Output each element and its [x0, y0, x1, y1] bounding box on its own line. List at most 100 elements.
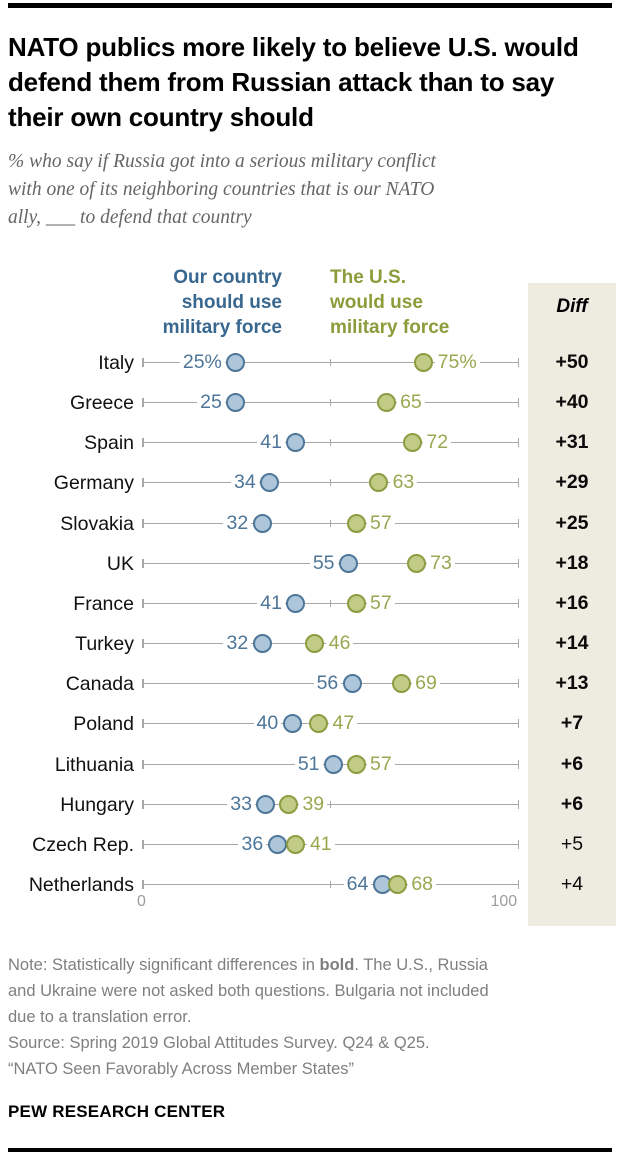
note-text: and Ukraine were not asked both question… — [8, 982, 489, 1000]
us-value-label: 57 — [367, 510, 395, 536]
us-value-label: 57 — [367, 590, 395, 616]
axis-tick-max — [517, 518, 519, 528]
own-country-dot — [342, 674, 362, 694]
country-label: Greece — [70, 392, 134, 415]
us-dot — [369, 473, 389, 493]
own-country-dot — [324, 754, 343, 774]
own-country-value-label: 64 — [343, 871, 372, 897]
country-label: Poland — [73, 713, 134, 736]
own-country-value-label: 25 — [197, 390, 225, 416]
own-country-dot — [260, 473, 280, 493]
us-value-label: 73 — [427, 550, 455, 576]
axis-tick-max — [517, 398, 519, 408]
axis-tick-max — [517, 598, 519, 608]
us-dot — [387, 874, 407, 894]
chart-row: UK 55 73 +18 — [8, 544, 612, 584]
chart-row: Slovakia 32 57 +25 — [8, 504, 612, 544]
page-title: NATO publics more likely to believe U.S.… — [8, 32, 579, 132]
axis-tick-min — [142, 398, 144, 408]
chart-row: Poland 40 47 +7 — [8, 704, 612, 744]
axis-tick-mid — [329, 359, 332, 366]
axis-tick-min — [142, 719, 144, 729]
diff-value: +5 — [560, 832, 584, 855]
note-text: due to a translation error. — [8, 1008, 192, 1026]
diff-value: +7 — [560, 712, 584, 735]
diff-value: +6 — [560, 792, 584, 815]
axis-tick-max — [517, 358, 519, 367]
axis-tick-min — [142, 558, 144, 568]
us-value-label: 47 — [329, 711, 358, 737]
us-dot — [346, 593, 366, 613]
diff-value: +25 — [555, 511, 589, 534]
diff-value: +13 — [555, 672, 589, 695]
own-country-value-label: 34 — [230, 470, 259, 496]
us-dot — [305, 634, 325, 654]
chart-row: Czech Rep. 36 41 +5 — [8, 825, 612, 865]
axis-tick-max — [517, 799, 519, 809]
axis-tick-max — [517, 719, 519, 729]
us-dot — [278, 794, 298, 814]
chart-subtitle: % who say if Russia got into a serious m… — [8, 148, 612, 232]
chart-row: Spain 41 72 +31 — [8, 423, 612, 463]
us-value-label: 41 — [306, 831, 335, 857]
subtitle-line: ally, ___ to defend that country — [8, 207, 252, 228]
us-value-label: 72 — [423, 430, 452, 456]
chart-row: Canada 56 69 +13 — [8, 664, 612, 704]
own-country-value-label: 56 — [313, 671, 342, 697]
axis-tick-mid — [329, 519, 332, 527]
us-value-label: 68 — [408, 871, 437, 897]
axis-tick-mid — [329, 399, 332, 407]
own-country-dot — [226, 353, 246, 372]
us-dot — [346, 754, 366, 774]
axis-tick-min — [142, 438, 144, 448]
own-country-value-label: 33 — [227, 791, 255, 817]
axis-tick-min — [142, 639, 144, 649]
chart-row: France 41 57 +16 — [8, 584, 612, 624]
us-value-label: 57 — [367, 751, 395, 777]
axis-tick-max — [517, 679, 519, 689]
own-country-dot — [267, 834, 287, 854]
us-dot — [406, 553, 426, 573]
country-label: Germany — [53, 472, 134, 495]
own-country-value-label: 25% — [179, 350, 225, 375]
chart-row: Lithuania 51 57 +6 — [8, 745, 612, 785]
axis-tick-mid — [329, 599, 332, 607]
axis-tick-min — [142, 839, 144, 849]
note-bold-word: bold — [319, 956, 355, 974]
axis-tick-max — [517, 438, 519, 448]
report-title-text: “NATO Seen Favorably Across Member State… — [8, 1060, 355, 1078]
axis-label-max: 100 — [490, 892, 518, 910]
axis-tick-max — [517, 839, 519, 849]
us-dot — [376, 393, 396, 413]
us-dot — [391, 674, 411, 694]
country-label: Hungary — [60, 793, 134, 816]
dumbbell-chart: Our country should use military force Th… — [8, 260, 616, 940]
country-label: Canada — [65, 673, 134, 696]
axis-tick-mid — [329, 439, 332, 447]
top-divider — [8, 3, 612, 8]
own-country-value-label: 55 — [309, 550, 338, 576]
own-country-dot — [256, 794, 276, 814]
chart-row: Netherlands 64 68 +4 — [8, 865, 612, 905]
own-country-value-label: 51 — [294, 751, 323, 777]
axis-tick-min — [142, 518, 144, 528]
us-value-label: 63 — [389, 470, 418, 496]
legend-series-us: The U.S. would use military force — [330, 267, 450, 338]
own-country-dot — [226, 393, 246, 413]
country-label: Netherlands — [28, 873, 134, 896]
axis-tick-min — [142, 478, 144, 488]
diff-value: +14 — [555, 632, 589, 655]
axis-tick-mid — [329, 479, 332, 487]
axis-tick-min — [142, 598, 144, 608]
subtitle-line: % who say if Russia got into a serious m… — [8, 151, 436, 172]
us-dot — [414, 353, 434, 372]
own-country-value-label: 32 — [223, 510, 252, 536]
note-text: Note: Statistically significant differen… — [8, 956, 488, 974]
axis-tick-max — [517, 558, 519, 568]
own-country-dot — [339, 553, 359, 573]
country-label: Italy — [98, 352, 134, 374]
axis-tick-min — [142, 799, 144, 809]
own-country-value-label: 32 — [223, 631, 252, 657]
axis-tick-min — [142, 679, 144, 689]
chart-row: Turkey 32 46 +14 — [8, 624, 612, 664]
